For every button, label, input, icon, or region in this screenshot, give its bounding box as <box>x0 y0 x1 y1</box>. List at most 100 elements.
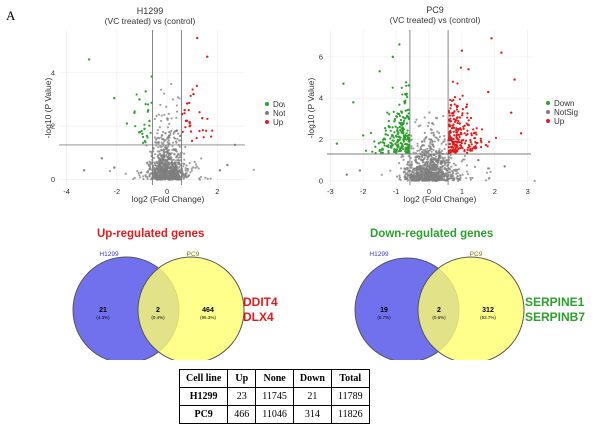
point-notsig <box>413 178 416 181</box>
point-notsig <box>189 171 192 174</box>
point-up <box>469 140 472 144</box>
point-notsig <box>380 173 383 176</box>
point-notsig <box>398 176 401 179</box>
venn-percent-left: (4.3%) <box>96 315 110 320</box>
point-down <box>371 150 374 153</box>
point-notsig <box>465 164 469 167</box>
point-notsig <box>412 151 415 154</box>
point-down <box>133 111 136 115</box>
point-notsig <box>440 165 444 168</box>
point-notsig <box>182 162 185 165</box>
venn-set-label-h1299: H1299 <box>369 251 389 258</box>
point-notsig <box>146 177 149 181</box>
point-down <box>405 132 408 135</box>
point-notsig <box>146 161 149 164</box>
point-up <box>461 114 464 117</box>
point-up <box>465 105 468 108</box>
point-notsig <box>432 158 435 161</box>
point-up <box>455 144 458 148</box>
point-down <box>398 125 401 129</box>
x-tick-label: 2 <box>493 187 497 196</box>
point-down <box>394 134 398 137</box>
point-up <box>458 98 461 101</box>
point-notsig <box>429 145 432 148</box>
point-down <box>141 132 144 135</box>
point-notsig <box>437 139 440 142</box>
point-down <box>364 149 368 152</box>
point-notsig <box>161 144 165 147</box>
point-notsig <box>175 110 179 113</box>
point-notsig <box>443 138 446 141</box>
point-up <box>198 111 201 114</box>
point-down <box>146 103 150 106</box>
point-notsig <box>139 176 142 179</box>
point-notsig <box>416 149 419 152</box>
volcano-plot-h1299: H1299 (VC treated) vs (control) -4 -2 0 2 0 2… <box>43 6 285 204</box>
point-down <box>386 111 389 114</box>
point-notsig <box>164 132 167 135</box>
point-down <box>391 126 394 129</box>
point-notsig <box>473 165 477 168</box>
point-notsig <box>168 122 171 125</box>
point-notsig <box>166 168 169 172</box>
point-notsig <box>466 170 469 173</box>
point-notsig <box>448 171 451 174</box>
point-up <box>480 141 483 144</box>
point-notsig <box>100 157 103 160</box>
point-notsig <box>165 154 168 157</box>
point-down <box>378 70 381 73</box>
point-down <box>396 138 399 142</box>
point-notsig <box>418 162 421 165</box>
point-notsig <box>168 130 171 134</box>
point-notsig <box>430 131 433 135</box>
point-down <box>407 84 410 87</box>
point-notsig <box>150 150 154 153</box>
point-notsig <box>156 128 160 132</box>
point-notsig <box>166 173 169 177</box>
point-down <box>335 142 339 145</box>
point-notsig <box>167 112 170 116</box>
point-notsig <box>434 167 437 171</box>
point-down <box>404 101 407 104</box>
point-up <box>452 148 455 151</box>
point-notsig <box>421 159 424 162</box>
gene-label: DDIT4 <box>243 295 278 309</box>
point-up <box>452 111 455 114</box>
gene-label: DLX4 <box>243 310 274 324</box>
point-notsig <box>399 178 402 182</box>
y-tick-label: 2 <box>319 135 323 144</box>
point-notsig <box>167 134 171 137</box>
point-notsig <box>429 140 432 144</box>
point-up <box>447 118 451 122</box>
volcano-title: H1299 <box>137 6 164 16</box>
point-notsig <box>157 113 160 116</box>
point-notsig <box>452 162 456 165</box>
point-notsig <box>434 157 437 160</box>
point-down <box>400 130 403 133</box>
point-notsig <box>533 179 536 182</box>
point-notsig <box>151 158 154 161</box>
point-notsig <box>456 168 459 171</box>
point-up <box>461 112 464 115</box>
point-notsig <box>427 150 430 153</box>
point-notsig <box>465 177 468 180</box>
point-notsig <box>424 174 427 177</box>
point-notsig <box>163 113 166 116</box>
point-down <box>402 148 405 151</box>
point-notsig <box>157 136 161 140</box>
point-notsig <box>169 165 173 169</box>
point-notsig <box>173 136 176 139</box>
point-notsig <box>161 157 165 161</box>
point-notsig <box>407 169 410 173</box>
point-notsig <box>471 176 474 180</box>
point-up <box>449 129 452 132</box>
point-up <box>480 128 484 131</box>
y-axis-label: -log10 (P Value) <box>43 78 53 139</box>
point-down <box>148 124 151 127</box>
point-notsig <box>183 158 186 161</box>
point-notsig <box>410 170 414 174</box>
table-header-row: Cell line Up None Down Total <box>178 369 370 388</box>
point-notsig <box>152 164 155 167</box>
point-down <box>395 115 399 119</box>
point-notsig <box>402 158 405 161</box>
